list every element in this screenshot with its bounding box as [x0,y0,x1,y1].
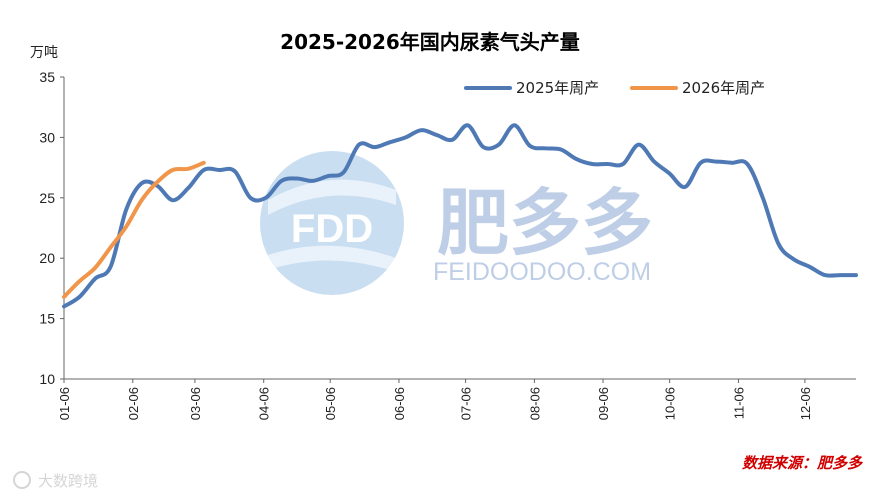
x-tick-label: 04-06 [257,387,272,420]
chart-title: 2025-2026年国内尿素气头产量 [280,30,580,54]
watermark-logo-text: FDD [291,207,373,251]
watermark-brand-cn: 肥多多 [437,181,653,265]
platform-watermark: 大数跨境 [13,471,98,490]
y-axis-ticks: 10 15 20 25 30 35 [39,69,64,387]
series-line-2026 [62,160,206,299]
x-tick-label: 10-06 [663,387,678,420]
x-tick-label: 05-06 [323,387,338,420]
watermark-brand-url: FEIDOODOO.COM [433,258,651,286]
chart-legend: 2025年周产 2026年周产 [464,79,765,97]
y-tick-label: 35 [39,69,55,85]
x-tick-label: 06-06 [392,387,407,420]
data-source-note: 数据来源：肥多多 [742,454,863,472]
platform-name: 大数跨境 [38,472,98,490]
x-tick-label: 02-06 [126,387,141,420]
x-tick-label: 12-06 [798,387,813,420]
y-tick-label: 15 [39,311,55,327]
x-tick-label: 11-06 [731,387,746,419]
y-tick-label: 30 [39,129,55,145]
y-tick-label: 10 [39,371,55,387]
x-tick-label: 09-06 [596,387,611,420]
watermark-logo-swoosh-top [268,179,396,215]
platform-logo-icon [13,471,31,489]
y-tick-label: 25 [39,190,55,206]
legend-label-2026: 2026年周产 [682,79,765,97]
x-tick-label: 07-06 [459,387,474,420]
watermark-logo-swoosh-bottom [268,245,396,272]
y-tick-label: 20 [39,250,55,266]
x-tick-label: 08-06 [527,387,542,420]
x-tick-label: 03-06 [188,387,203,420]
legend-label-2025: 2025年周产 [516,79,599,97]
series-line-2025 [62,123,858,309]
watermark-logo-circle [260,151,404,295]
feiduoduo-watermark: FDD 肥多多 FEIDOODOO.COM [260,151,653,295]
x-tick-label: 01-06 [57,387,72,420]
x-axis-ticks: 01-06 02-06 03-06 04-06 05-06 06-06 07-06 08-06… [57,379,813,420]
chart-series [62,123,858,309]
y-axis-unit: 万吨 [30,45,58,61]
